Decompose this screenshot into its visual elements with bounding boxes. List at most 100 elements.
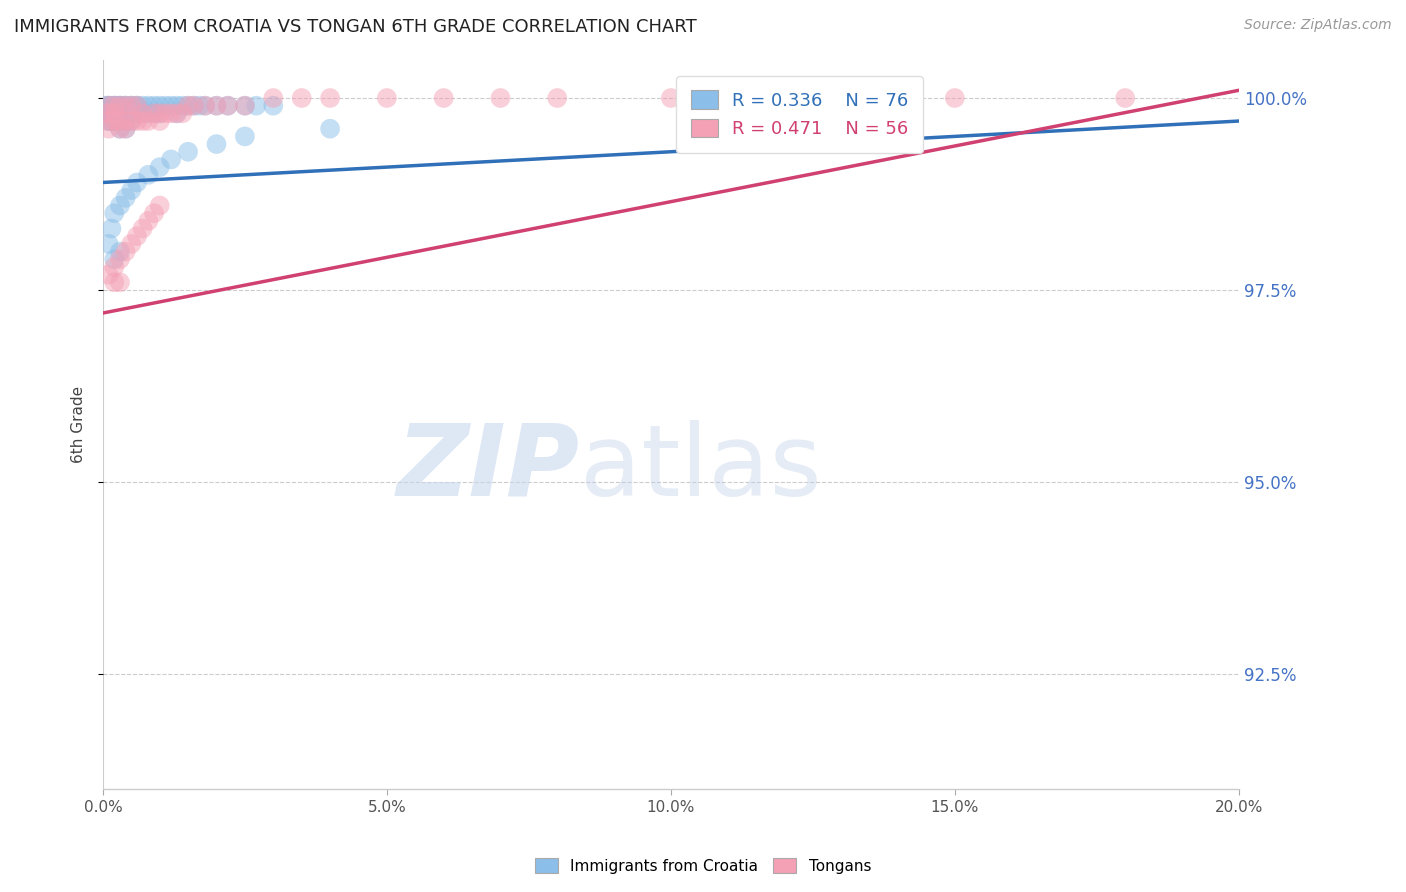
Point — [138, 114, 160, 128]
Point — [172, 106, 194, 120]
Point — [103, 275, 125, 289]
Point — [166, 98, 188, 112]
Point — [262, 91, 284, 105]
Point — [94, 98, 117, 112]
Point — [103, 114, 125, 128]
Point — [125, 229, 148, 244]
Legend: R = 0.336    N = 76, R = 0.471    N = 56: R = 0.336 N = 76, R = 0.471 N = 56 — [676, 76, 924, 153]
Point — [114, 98, 136, 112]
Point — [114, 98, 136, 112]
Point — [125, 98, 148, 112]
Point — [120, 114, 142, 128]
Point — [108, 121, 131, 136]
Point — [131, 106, 153, 120]
Point — [97, 106, 120, 120]
Point — [160, 153, 183, 167]
Point — [97, 121, 120, 136]
Point — [120, 98, 142, 112]
Point — [114, 121, 136, 136]
Point — [1114, 91, 1136, 105]
Point — [120, 114, 142, 128]
Point — [149, 198, 172, 212]
Point — [205, 137, 228, 152]
Point — [233, 98, 256, 112]
Point — [114, 106, 136, 120]
Point — [143, 106, 166, 120]
Point — [97, 268, 120, 282]
Point — [183, 98, 205, 112]
Point — [262, 98, 284, 112]
Point — [149, 106, 172, 120]
Text: atlas: atlas — [579, 419, 821, 516]
Point — [97, 236, 120, 251]
Point — [120, 183, 142, 197]
Point — [97, 114, 120, 128]
Point — [233, 129, 256, 144]
Point — [546, 91, 568, 105]
Point — [97, 106, 120, 120]
Point — [166, 106, 188, 120]
Point — [103, 98, 125, 112]
Point — [166, 106, 188, 120]
Point — [108, 98, 131, 112]
Point — [149, 114, 172, 128]
Point — [97, 106, 120, 120]
Point — [172, 98, 194, 112]
Point — [943, 91, 966, 105]
Text: ZIP: ZIP — [396, 419, 579, 516]
Point — [183, 98, 205, 112]
Point — [120, 236, 142, 251]
Point — [120, 106, 142, 120]
Point — [217, 98, 239, 112]
Point — [108, 114, 131, 128]
Point — [97, 98, 120, 112]
Point — [149, 160, 172, 174]
Point — [108, 114, 131, 128]
Point — [108, 244, 131, 259]
Point — [319, 121, 342, 136]
Point — [205, 98, 228, 112]
Point — [489, 91, 512, 105]
Point — [160, 106, 183, 120]
Point — [319, 91, 342, 105]
Point — [125, 98, 148, 112]
Point — [114, 98, 136, 112]
Point — [177, 98, 200, 112]
Point — [105, 106, 128, 120]
Point — [97, 114, 120, 128]
Point — [111, 106, 134, 120]
Point — [773, 91, 796, 105]
Point — [100, 98, 122, 112]
Point — [233, 98, 256, 112]
Point — [155, 106, 177, 120]
Point — [138, 214, 160, 228]
Point — [177, 145, 200, 159]
Point — [108, 121, 131, 136]
Point — [97, 98, 120, 112]
Point — [108, 98, 131, 112]
Point — [108, 106, 131, 120]
Point — [659, 91, 682, 105]
Point — [217, 98, 239, 112]
Point — [245, 98, 267, 112]
Point — [194, 98, 217, 112]
Point — [103, 106, 125, 120]
Point — [143, 206, 166, 220]
Point — [188, 98, 211, 112]
Point — [205, 98, 228, 112]
Point — [97, 98, 120, 112]
Point — [103, 106, 125, 120]
Point — [138, 106, 160, 120]
Point — [114, 244, 136, 259]
Point — [143, 98, 166, 112]
Point — [120, 98, 142, 112]
Point — [149, 98, 172, 112]
Point — [177, 98, 200, 112]
Point — [114, 114, 136, 128]
Point — [114, 114, 136, 128]
Point — [100, 221, 122, 235]
Point — [103, 252, 125, 267]
Point — [131, 106, 153, 120]
Point — [375, 91, 398, 105]
Point — [138, 168, 160, 182]
